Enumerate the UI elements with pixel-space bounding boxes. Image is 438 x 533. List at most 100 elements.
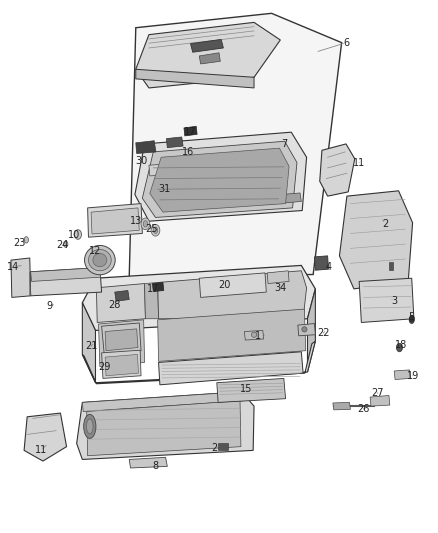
Ellipse shape — [88, 249, 111, 271]
Polygon shape — [105, 329, 138, 351]
Polygon shape — [199, 273, 266, 297]
Text: 31: 31 — [158, 184, 170, 194]
Text: 15: 15 — [240, 384, 252, 394]
Polygon shape — [320, 144, 355, 196]
Text: 17: 17 — [147, 284, 159, 294]
Polygon shape — [102, 323, 141, 354]
Text: 20: 20 — [218, 280, 230, 290]
Text: 18: 18 — [395, 341, 407, 350]
Polygon shape — [389, 262, 393, 270]
Polygon shape — [135, 132, 307, 221]
Text: 17: 17 — [184, 127, 197, 137]
Polygon shape — [82, 341, 315, 384]
Polygon shape — [96, 284, 145, 322]
Text: 28: 28 — [109, 300, 121, 310]
Text: 22: 22 — [317, 328, 329, 338]
Polygon shape — [115, 290, 129, 301]
Text: 29: 29 — [98, 362, 110, 372]
Polygon shape — [31, 268, 101, 281]
Polygon shape — [359, 278, 414, 322]
Polygon shape — [99, 320, 145, 367]
Polygon shape — [166, 137, 183, 148]
Text: 16: 16 — [182, 147, 194, 157]
Ellipse shape — [84, 415, 96, 438]
Text: 19: 19 — [406, 371, 419, 381]
Text: 5: 5 — [409, 312, 415, 322]
Text: 2: 2 — [212, 443, 218, 453]
Polygon shape — [159, 352, 303, 385]
Polygon shape — [217, 378, 286, 402]
Ellipse shape — [86, 419, 93, 434]
Polygon shape — [145, 282, 159, 319]
Polygon shape — [11, 258, 31, 297]
Text: 14: 14 — [7, 262, 19, 271]
Polygon shape — [394, 370, 410, 379]
Text: 9: 9 — [46, 302, 52, 311]
Ellipse shape — [85, 245, 115, 275]
Polygon shape — [102, 350, 141, 378]
Ellipse shape — [409, 316, 414, 324]
Text: 1: 1 — [255, 331, 261, 341]
Polygon shape — [30, 268, 102, 296]
Polygon shape — [158, 271, 307, 319]
Text: 4: 4 — [325, 262, 332, 271]
Polygon shape — [314, 256, 328, 270]
Polygon shape — [105, 354, 138, 376]
Polygon shape — [152, 282, 164, 292]
Polygon shape — [370, 395, 390, 406]
Polygon shape — [149, 162, 194, 176]
Polygon shape — [199, 53, 220, 64]
Ellipse shape — [74, 230, 81, 239]
Text: 6: 6 — [343, 38, 349, 47]
Polygon shape — [267, 271, 289, 284]
Text: 11: 11 — [353, 158, 365, 167]
Polygon shape — [339, 191, 413, 289]
Ellipse shape — [251, 332, 257, 337]
Polygon shape — [142, 141, 297, 217]
Polygon shape — [87, 401, 241, 456]
Polygon shape — [218, 443, 228, 450]
Text: 12: 12 — [89, 246, 102, 255]
Polygon shape — [88, 204, 142, 237]
Polygon shape — [82, 392, 243, 411]
Text: 8: 8 — [152, 462, 159, 471]
Polygon shape — [333, 402, 350, 410]
Polygon shape — [82, 303, 95, 383]
Polygon shape — [136, 141, 156, 154]
Polygon shape — [82, 265, 315, 330]
Polygon shape — [298, 324, 315, 336]
Text: 24: 24 — [56, 240, 68, 250]
Text: 7: 7 — [282, 139, 288, 149]
Ellipse shape — [143, 221, 148, 227]
Polygon shape — [191, 39, 223, 52]
Text: 13: 13 — [130, 216, 142, 226]
Ellipse shape — [24, 237, 28, 243]
Text: 27: 27 — [371, 389, 384, 398]
Text: 25: 25 — [145, 224, 157, 234]
Polygon shape — [129, 457, 167, 468]
Polygon shape — [77, 392, 254, 459]
Ellipse shape — [410, 316, 414, 322]
Text: 34: 34 — [274, 283, 286, 293]
Polygon shape — [91, 208, 139, 234]
Text: 10: 10 — [67, 230, 80, 239]
Text: 11: 11 — [35, 446, 47, 455]
Polygon shape — [136, 69, 254, 88]
Ellipse shape — [153, 227, 158, 233]
Ellipse shape — [93, 253, 107, 266]
Text: 3: 3 — [391, 296, 397, 306]
Text: 2: 2 — [382, 219, 389, 229]
Polygon shape — [244, 330, 264, 340]
Text: 21: 21 — [85, 342, 97, 351]
Text: 30: 30 — [135, 156, 148, 166]
Polygon shape — [307, 289, 315, 372]
Polygon shape — [24, 413, 67, 461]
Polygon shape — [262, 193, 301, 205]
Ellipse shape — [151, 224, 160, 236]
Polygon shape — [158, 309, 306, 361]
Ellipse shape — [396, 343, 403, 352]
Polygon shape — [150, 148, 289, 212]
Ellipse shape — [141, 218, 150, 230]
Text: 26: 26 — [357, 405, 370, 414]
Text: 23: 23 — [14, 238, 26, 247]
